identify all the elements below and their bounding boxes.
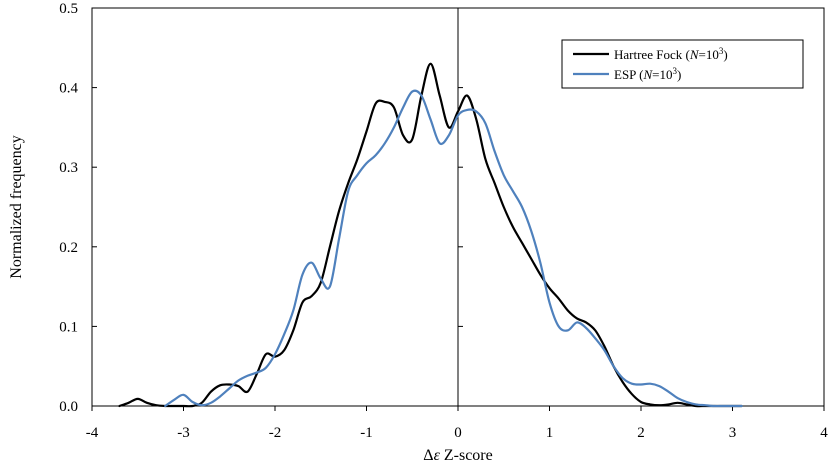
x-tick-label: -3 [177,425,190,441]
y-tick-label: 0.1 [59,319,78,335]
x-tick-label: -2 [269,425,282,441]
y-tick-label: 0.2 [59,240,78,256]
legend: Hartree Fock (N=103) ESP (N=103) [561,39,804,89]
x-tick-label: 1 [546,425,554,441]
x-tick-label: 0 [454,425,462,441]
x-axis-ticks: -4 -3 -2 -1 0 1 2 3 4 [86,406,828,441]
x-tick-label: 3 [729,425,737,441]
y-tick-label: 0.4 [59,81,78,97]
x-tick-label: 2 [637,425,645,441]
series-group [118,62,743,408]
x-axis-label: Δε Z-score [423,447,492,463]
y-axis-label: Normalized frequency [8,135,25,278]
series-line-hartree-fock [118,62,743,408]
y-tick-label: 0.5 [59,1,78,17]
x-tick-label: -4 [86,425,99,441]
y-tick-label: 0.0 [59,399,78,415]
x-tick-label: 4 [820,425,828,441]
y-tick-label: 0.3 [59,160,78,176]
legend-box [561,39,804,89]
legend-entry: Hartree Fock (N=103) [614,46,728,62]
legend-entry: ESP (N=103) [614,66,681,82]
x-tick-label: -1 [360,425,373,441]
series-line-esp [164,89,743,408]
y-axis-ticks: 0.0 0.1 0.2 0.3 0.4 0.5 [59,1,463,415]
